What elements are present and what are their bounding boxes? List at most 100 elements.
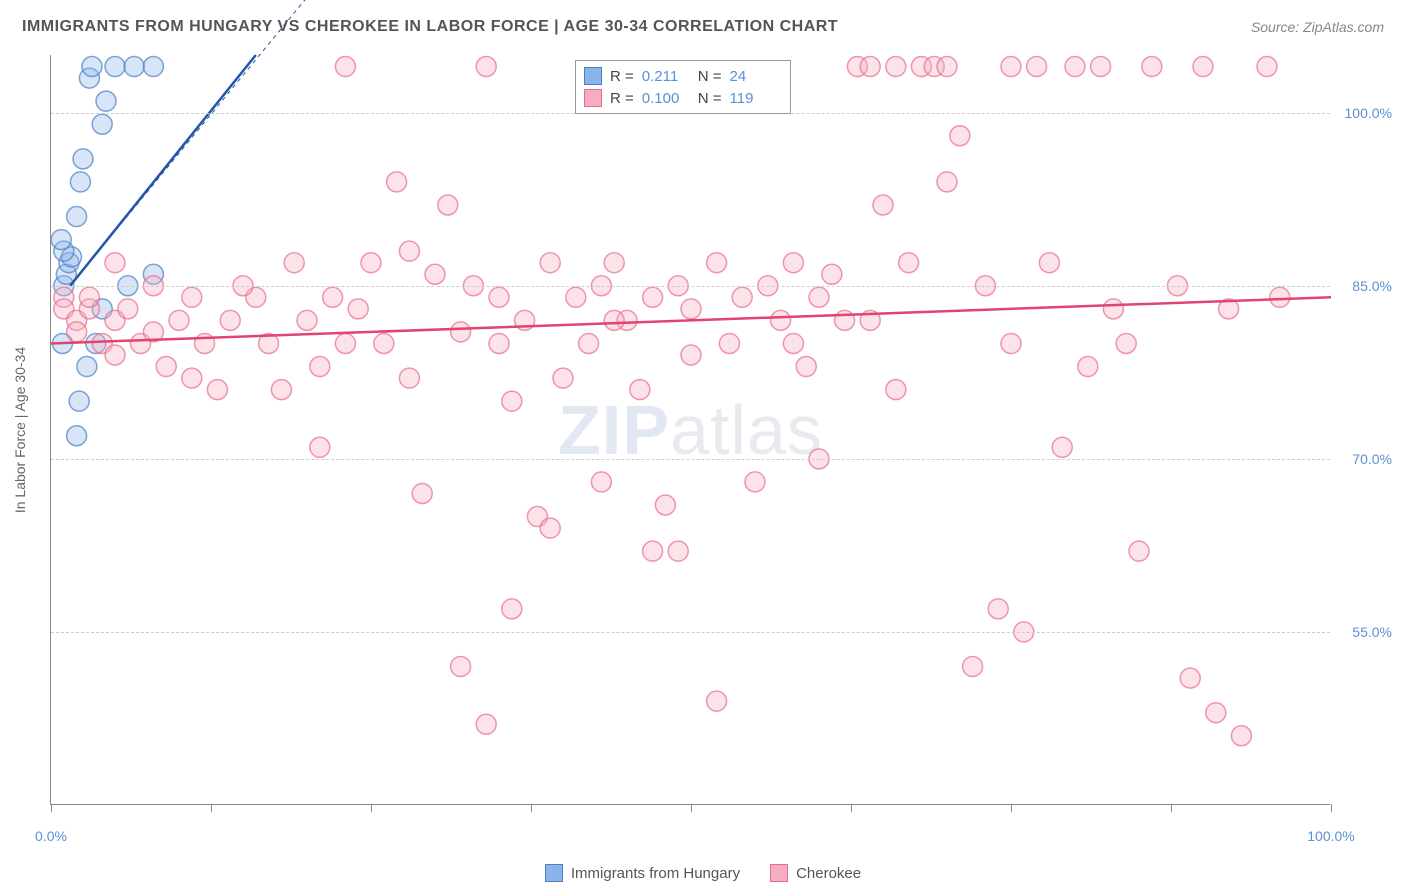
scatter-point xyxy=(1129,541,1149,561)
scatter-point xyxy=(681,345,701,365)
scatter-point xyxy=(399,368,419,388)
scatter-point xyxy=(745,472,765,492)
scatter-point xyxy=(937,172,957,192)
scatter-point xyxy=(399,241,419,261)
scatter-point xyxy=(1027,57,1047,77)
stat-n-value: 24 xyxy=(730,68,778,85)
scatter-point xyxy=(643,541,663,561)
x-tick xyxy=(51,804,52,812)
scatter-point xyxy=(643,287,663,307)
scatter-point xyxy=(1103,299,1123,319)
gridline-h xyxy=(51,632,1330,633)
bottom-legend: Immigrants from Hungary Cherokee xyxy=(0,864,1406,882)
scatter-point xyxy=(1270,287,1290,307)
scatter-point xyxy=(1231,726,1251,746)
x-tick xyxy=(691,804,692,812)
scatter-point xyxy=(591,472,611,492)
scatter-point xyxy=(1257,57,1277,77)
y-tick-label: 55.0% xyxy=(1336,624,1392,640)
scatter-point xyxy=(425,264,445,284)
scatter-point xyxy=(579,333,599,353)
scatter-point xyxy=(1078,357,1098,377)
scatter-point xyxy=(604,310,624,330)
scatter-point xyxy=(69,391,89,411)
scatter-point xyxy=(438,195,458,215)
scatter-point xyxy=(182,368,202,388)
scatter-point xyxy=(451,322,471,342)
bottom-legend-item: Immigrants from Hungary xyxy=(545,864,740,882)
scatter-point xyxy=(67,207,87,227)
scatter-point xyxy=(335,333,355,353)
scatter-point xyxy=(783,253,803,273)
scatter-point xyxy=(412,483,432,503)
scatter-point xyxy=(374,333,394,353)
plot-area: ZIPatlas 55.0%70.0%85.0%100.0%0.0%100.0% xyxy=(50,55,1330,805)
stat-r-label: R = xyxy=(610,90,634,107)
scatter-point xyxy=(1001,333,1021,353)
x-tick-label: 100.0% xyxy=(1307,828,1354,844)
scatter-point xyxy=(169,310,189,330)
x-tick xyxy=(211,804,212,812)
scatter-point xyxy=(476,57,496,77)
scatter-point xyxy=(502,599,522,619)
y-axis-label: In Labor Force | Age 30-34 xyxy=(12,347,28,513)
scatter-point xyxy=(118,299,138,319)
scatter-point xyxy=(732,287,752,307)
x-tick xyxy=(371,804,372,812)
scatter-point xyxy=(387,172,407,192)
y-tick-label: 100.0% xyxy=(1336,105,1392,121)
scatter-point xyxy=(335,57,355,77)
x-tick-label: 0.0% xyxy=(35,828,67,844)
scatter-point xyxy=(963,657,983,677)
scatter-point xyxy=(105,253,125,273)
scatter-point xyxy=(860,57,880,77)
scatter-point xyxy=(271,380,291,400)
scatter-point xyxy=(51,230,71,250)
scatter-point xyxy=(566,287,586,307)
scatter-point xyxy=(1039,253,1059,273)
chart-title: IMMIGRANTS FROM HUNGARY VS CHEROKEE IN L… xyxy=(22,18,838,36)
scatter-point xyxy=(489,333,509,353)
scatter-point xyxy=(604,253,624,273)
stat-n-label: N = xyxy=(698,90,722,107)
legend-swatch xyxy=(545,864,563,882)
scatter-point xyxy=(822,264,842,284)
scatter-point xyxy=(96,91,116,111)
scatter-point xyxy=(719,333,739,353)
stat-n-value: 119 xyxy=(730,90,778,107)
scatter-point xyxy=(937,57,957,77)
scatter-point xyxy=(707,253,727,273)
scatter-point xyxy=(67,322,87,342)
scatter-point xyxy=(297,310,317,330)
bottom-legend-item: Cherokee xyxy=(770,864,861,882)
scatter-point xyxy=(1193,57,1213,77)
scatter-point xyxy=(681,299,701,319)
scatter-point xyxy=(502,391,522,411)
x-tick xyxy=(1171,804,1172,812)
legend-swatch xyxy=(584,67,602,85)
legend-label: Immigrants from Hungary xyxy=(571,865,740,882)
scatter-point xyxy=(783,333,803,353)
legend-swatch xyxy=(770,864,788,882)
scatter-point xyxy=(950,126,970,146)
scatter-point xyxy=(451,657,471,677)
scatter-point xyxy=(182,287,202,307)
scatter-point xyxy=(220,310,240,330)
scatter-point xyxy=(348,299,368,319)
x-tick xyxy=(1011,804,1012,812)
scatter-point xyxy=(143,57,163,77)
scatter-point xyxy=(1001,57,1021,77)
trend-line xyxy=(70,55,256,286)
scatter-point xyxy=(988,599,1008,619)
scatter-point xyxy=(79,287,99,307)
scatter-point xyxy=(886,380,906,400)
y-tick-label: 70.0% xyxy=(1336,451,1392,467)
scatter-point xyxy=(92,114,112,134)
stats-legend: R =0.211N =24R =0.100N =119 xyxy=(575,60,791,114)
scatter-point xyxy=(1180,668,1200,688)
scatter-point xyxy=(1206,703,1226,723)
scatter-point xyxy=(707,691,727,711)
scatter-point xyxy=(540,253,560,273)
scatter-point xyxy=(553,368,573,388)
scatter-point xyxy=(1065,57,1085,77)
